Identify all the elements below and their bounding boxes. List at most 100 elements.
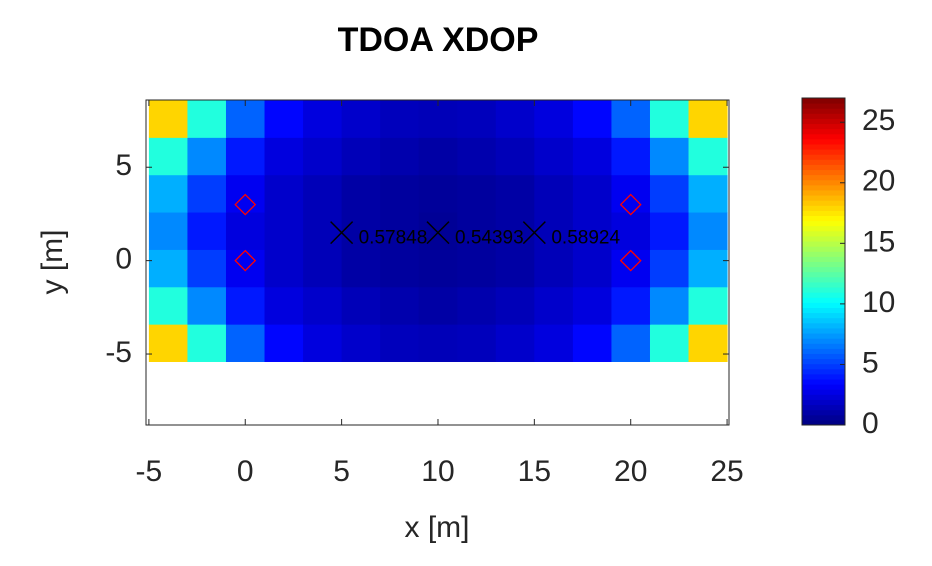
heat-cell bbox=[649, 100, 690, 138]
heat-cell bbox=[341, 249, 381, 288]
heat-cell bbox=[264, 324, 304, 362]
heat-cell bbox=[148, 324, 188, 362]
colorbar-step bbox=[802, 333, 845, 339]
heat-cell bbox=[572, 286, 612, 325]
anchor-marker bbox=[619, 249, 642, 272]
x-tick-label: -5 bbox=[136, 455, 163, 488]
heat-cell bbox=[495, 249, 535, 288]
heat-cell bbox=[148, 212, 188, 250]
heat-cell bbox=[303, 249, 343, 288]
heat-cell bbox=[341, 286, 381, 325]
heat-cell bbox=[649, 249, 690, 288]
colorbar-step bbox=[802, 379, 845, 385]
colorbar-step bbox=[802, 384, 845, 390]
colorbar-step bbox=[802, 287, 845, 293]
colorbar-step bbox=[802, 169, 845, 176]
heat-cell bbox=[572, 100, 612, 138]
colorbar-tick-label: 5 bbox=[862, 346, 879, 379]
colorbar-step bbox=[802, 358, 845, 365]
colorbar-step bbox=[802, 108, 845, 114]
colorbar-step bbox=[802, 149, 845, 155]
colorbar-step bbox=[802, 261, 845, 268]
heat-cell bbox=[457, 137, 497, 176]
colorbar-step bbox=[802, 307, 845, 314]
colorbar-step bbox=[802, 292, 845, 298]
colorbar-step bbox=[802, 113, 845, 119]
colorbar-step bbox=[802, 373, 845, 380]
x-axis-label: x [m] bbox=[405, 511, 470, 544]
heat-cell bbox=[148, 100, 188, 138]
colorbar-step bbox=[802, 195, 845, 201]
colorbar-step bbox=[802, 103, 845, 109]
y-tick-label: 5 bbox=[115, 149, 132, 182]
heat-cell bbox=[572, 212, 612, 250]
heat-cell bbox=[380, 286, 420, 325]
x-tick-label: 25 bbox=[710, 455, 743, 488]
heat-cell bbox=[187, 324, 227, 362]
heat-cell bbox=[649, 286, 690, 325]
heat-cell bbox=[380, 324, 420, 362]
heat-cell bbox=[495, 212, 535, 250]
colorbar-step bbox=[802, 368, 845, 375]
colorbar-step bbox=[802, 256, 845, 262]
heat-cell bbox=[380, 100, 420, 138]
heat-cell bbox=[495, 324, 535, 362]
heat-cell bbox=[303, 324, 343, 362]
colorbar-step bbox=[802, 210, 845, 217]
heat-cell bbox=[225, 137, 266, 176]
colorbar-step bbox=[802, 363, 845, 370]
colorbar-step bbox=[802, 154, 845, 160]
heat-cell bbox=[148, 174, 188, 213]
heat-cell bbox=[380, 249, 420, 288]
heat-cell bbox=[495, 174, 535, 213]
x-tick-label: 10 bbox=[421, 455, 454, 488]
heat-cell bbox=[341, 100, 381, 138]
point-label: 0.54393 bbox=[455, 228, 524, 249]
heat-cell bbox=[225, 324, 266, 362]
heat-cell bbox=[380, 174, 420, 213]
colorbar-step bbox=[802, 215, 845, 222]
heat-cell bbox=[611, 286, 651, 325]
colorbar-step bbox=[802, 409, 845, 416]
colorbar-step bbox=[802, 297, 845, 303]
colorbar-step bbox=[802, 174, 845, 181]
heat-cell bbox=[572, 137, 612, 176]
heat-cell bbox=[341, 324, 381, 362]
heat-cell bbox=[611, 174, 651, 213]
colorbar-tick-label: 25 bbox=[862, 104, 895, 137]
heat-cell bbox=[572, 249, 612, 288]
colorbar-step bbox=[802, 348, 845, 354]
heat-cell bbox=[225, 212, 266, 250]
colorbar-step bbox=[802, 266, 845, 273]
heat-cell bbox=[187, 286, 227, 325]
heat-cell bbox=[688, 100, 728, 138]
heat-cell bbox=[225, 286, 266, 325]
heat-cell bbox=[303, 100, 343, 138]
heat-cell bbox=[264, 137, 304, 176]
heat-cell bbox=[187, 100, 227, 138]
colorbar-tick-label: 10 bbox=[862, 286, 895, 319]
heat-cell bbox=[380, 137, 420, 176]
heat-cell bbox=[495, 137, 535, 176]
colorbar-step bbox=[802, 419, 845, 426]
colorbar-step bbox=[802, 128, 845, 135]
point-label: 0.58924 bbox=[551, 228, 620, 249]
colorbar-step bbox=[802, 246, 845, 252]
colorbar-tick-label: 15 bbox=[862, 225, 895, 258]
heat-cell bbox=[611, 249, 651, 288]
colorbar-step bbox=[802, 179, 845, 186]
colorbar-step bbox=[802, 312, 845, 319]
heat-cell bbox=[225, 174, 266, 213]
heat-cell bbox=[225, 100, 266, 138]
heat-cell bbox=[688, 249, 728, 288]
colorbar-step bbox=[802, 414, 845, 421]
heat-cell bbox=[688, 137, 728, 176]
colorbar-step bbox=[802, 302, 845, 308]
colorbar-step bbox=[802, 189, 845, 196]
colorbar-step bbox=[802, 317, 845, 324]
colorbar-step bbox=[802, 164, 845, 171]
heat-cell bbox=[534, 137, 574, 176]
chart-title: TDOA XDOP bbox=[338, 21, 539, 59]
heat-cell bbox=[303, 174, 343, 213]
